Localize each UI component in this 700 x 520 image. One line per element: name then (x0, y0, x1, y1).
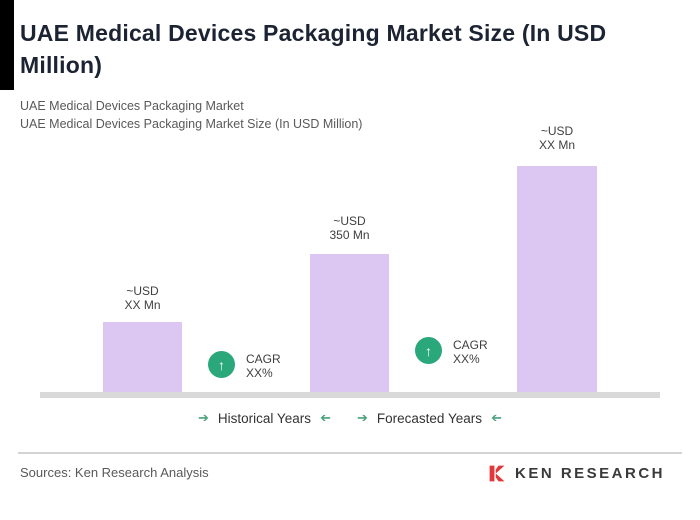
axis-groups-row: ➔ Historical Years ➔ ➔ Forecasted Years … (0, 410, 700, 430)
forecasted-years-label: Forecasted Years (376, 410, 482, 426)
ken-research-k-icon (489, 465, 505, 482)
ken-research-wordmark: KEN RESEARCH (515, 465, 666, 482)
historical-years-label: Historical Years (217, 410, 311, 426)
up-arrow-glyph: ↑ (425, 342, 432, 359)
cagr-up-arrow-icon: ↑ (415, 337, 442, 364)
cagr-label: CAGR (453, 338, 488, 352)
footer-divider (18, 452, 682, 454)
cagr-value: XX% (453, 352, 480, 366)
bar-value-label: ~USD XX Mn (103, 284, 182, 312)
bar-label-line2: 350 Mn (329, 228, 370, 242)
bar-label-line1: ~USD (540, 124, 574, 138)
right-arrow-icon: ➔ (357, 410, 368, 425)
subtitle-line-2: UAE Medical Devices Packaging Market Siz… (20, 117, 363, 131)
forecasted-years-group: ➔ Forecasted Years ➔ (357, 410, 502, 426)
subtitle-line-1: UAE Medical Devices Packaging Market (20, 99, 244, 113)
sources-text: Sources: Ken Research Analysis (20, 465, 209, 480)
bar-value-label: ~USD XX Mn (517, 124, 597, 152)
top-left-edge-strip (0, 0, 14, 90)
cagr-up-arrow-icon: ↑ (208, 351, 235, 378)
cagr-value: XX% (246, 366, 273, 380)
up-arrow-glyph: ↑ (218, 356, 225, 373)
bar-label-line1: ~USD (126, 284, 159, 298)
bar (517, 166, 597, 392)
bar (310, 254, 389, 392)
page-title: UAE Medical Devices Packaging Market Siz… (20, 20, 607, 78)
bar-label-line1: ~USD (333, 214, 366, 228)
bar (103, 322, 182, 392)
cagr-annotation: CAGR XX% (246, 352, 281, 380)
cagr-label: CAGR (246, 352, 281, 366)
left-arrow-icon: ➔ (490, 410, 502, 425)
ken-research-logo: KEN RESEARCH (487, 463, 665, 484)
bar-label-line2: XX Mn (124, 298, 161, 312)
bar-value-label: ~USD 350 Mn (310, 214, 389, 242)
bar-label-line2: XX Mn (538, 138, 575, 152)
x-axis-baseline (40, 392, 660, 398)
cagr-annotation: CAGR XX% (453, 338, 488, 366)
left-arrow-icon: ➔ (319, 410, 331, 425)
right-arrow-icon: ➔ (198, 410, 209, 425)
historical-years-group: ➔ Historical Years ➔ (198, 410, 331, 426)
